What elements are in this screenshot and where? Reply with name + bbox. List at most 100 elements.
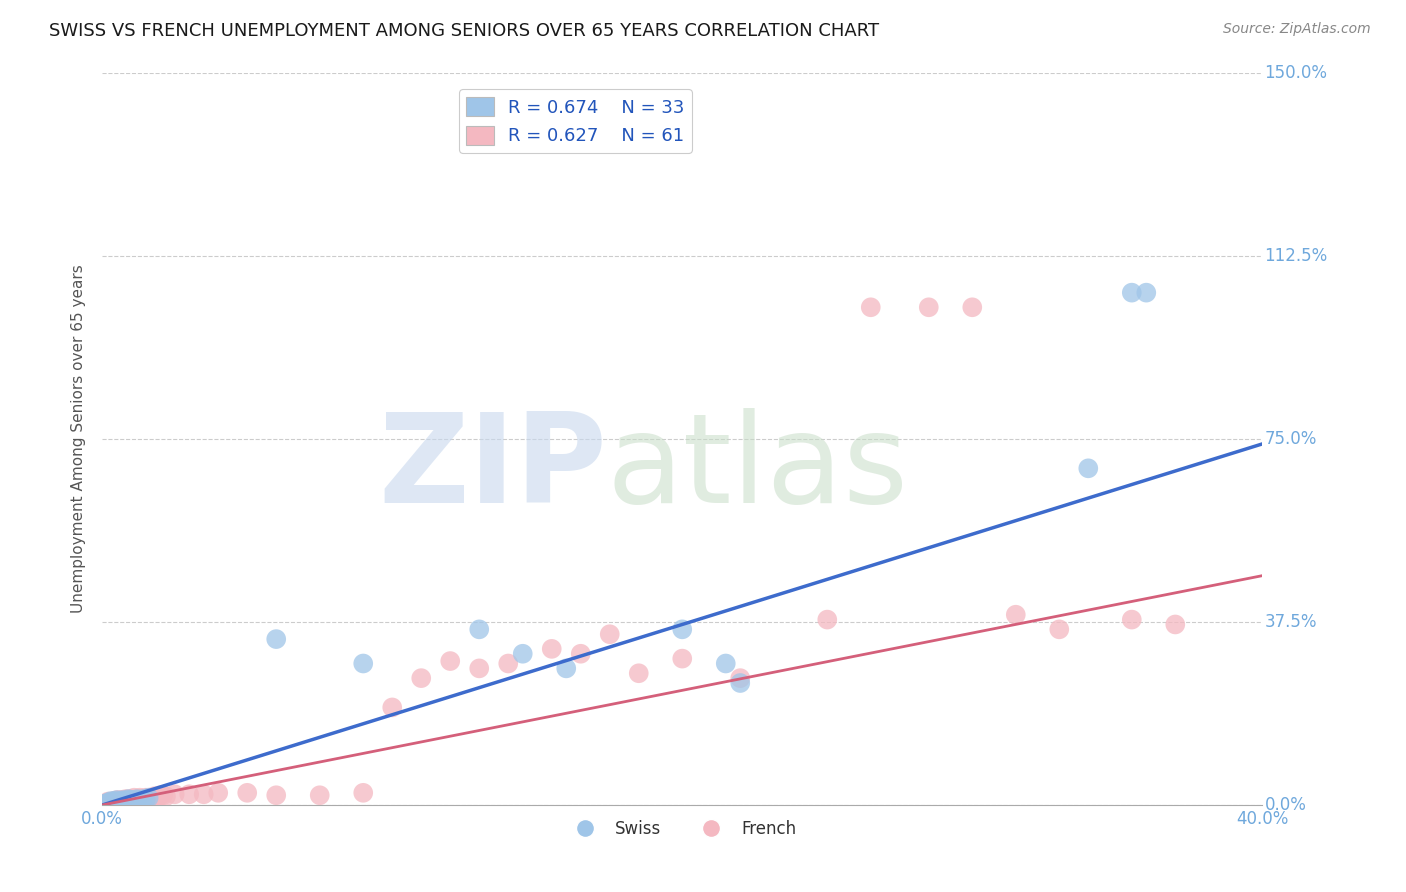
Point — [1047, 623, 1070, 637]
Point — [132, 792, 155, 806]
Text: 0.0%: 0.0% — [1264, 796, 1306, 814]
Point — [815, 613, 838, 627]
Point — [122, 793, 145, 807]
Point — [122, 793, 145, 807]
Point — [97, 796, 120, 810]
Point — [100, 796, 122, 810]
Point — [468, 661, 491, 675]
Point — [117, 793, 139, 807]
Point — [114, 792, 136, 806]
Point — [97, 795, 120, 809]
Point — [627, 666, 650, 681]
Point — [236, 786, 259, 800]
Point — [138, 790, 160, 805]
Point — [439, 654, 461, 668]
Point — [105, 796, 128, 810]
Point — [149, 789, 172, 803]
Point — [496, 657, 519, 671]
Point — [111, 793, 134, 807]
Point — [94, 797, 117, 811]
Point — [730, 676, 752, 690]
Point — [163, 787, 186, 801]
Point — [146, 790, 169, 805]
Point — [468, 623, 491, 637]
Point — [555, 661, 578, 675]
Point — [103, 796, 125, 810]
Point — [141, 792, 163, 806]
Point — [111, 794, 134, 808]
Point — [714, 657, 737, 671]
Point — [512, 647, 534, 661]
Point — [100, 795, 122, 809]
Point — [264, 632, 287, 646]
Text: Source: ZipAtlas.com: Source: ZipAtlas.com — [1223, 22, 1371, 37]
Point — [569, 647, 592, 661]
Point — [111, 793, 134, 807]
Point — [125, 793, 148, 807]
Point — [1121, 285, 1143, 300]
Point — [730, 671, 752, 685]
Point — [352, 786, 374, 800]
Text: atlas: atlas — [607, 408, 908, 529]
Legend: Swiss, French: Swiss, French — [561, 813, 803, 844]
Point — [105, 795, 128, 809]
Point — [108, 793, 131, 807]
Point — [103, 796, 125, 810]
Point — [1077, 461, 1099, 475]
Point — [1121, 613, 1143, 627]
Point — [129, 792, 152, 806]
Point — [132, 792, 155, 806]
Point — [108, 795, 131, 809]
Text: 75.0%: 75.0% — [1264, 430, 1317, 448]
Point — [97, 796, 120, 810]
Point — [105, 795, 128, 809]
Point — [918, 300, 941, 314]
Point — [381, 700, 404, 714]
Point — [1135, 285, 1157, 300]
Point — [117, 794, 139, 808]
Point — [352, 657, 374, 671]
Point — [671, 623, 693, 637]
Point — [120, 793, 142, 807]
Point — [179, 787, 201, 801]
Point — [117, 792, 139, 806]
Point — [103, 794, 125, 808]
Point — [103, 794, 125, 808]
Point — [120, 793, 142, 807]
Point — [114, 794, 136, 808]
Text: 37.5%: 37.5% — [1264, 613, 1317, 631]
Point — [108, 795, 131, 809]
Point — [264, 789, 287, 803]
Point — [100, 794, 122, 808]
Point — [962, 300, 984, 314]
Point — [155, 789, 177, 804]
Point — [411, 671, 433, 685]
Point — [111, 795, 134, 809]
Point — [105, 793, 128, 807]
Point — [138, 790, 160, 805]
Text: ZIP: ZIP — [378, 408, 607, 529]
Point — [1004, 607, 1026, 622]
Text: 112.5%: 112.5% — [1264, 247, 1327, 265]
Point — [193, 787, 215, 801]
Point — [100, 796, 122, 810]
Point — [114, 794, 136, 808]
Y-axis label: Unemployment Among Seniors over 65 years: Unemployment Among Seniors over 65 years — [72, 265, 86, 614]
Point — [105, 793, 128, 807]
Point — [143, 789, 166, 804]
Point — [135, 790, 157, 805]
Point — [859, 300, 882, 314]
Point — [105, 796, 128, 810]
Point — [129, 790, 152, 805]
Point — [117, 792, 139, 806]
Point — [599, 627, 621, 641]
Point — [120, 792, 142, 806]
Point — [207, 786, 229, 800]
Point — [125, 792, 148, 806]
Point — [125, 793, 148, 807]
Text: SWISS VS FRENCH UNEMPLOYMENT AMONG SENIORS OVER 65 YEARS CORRELATION CHART: SWISS VS FRENCH UNEMPLOYMENT AMONG SENIO… — [49, 22, 879, 40]
Point — [135, 792, 157, 806]
Point — [540, 641, 562, 656]
Point — [152, 789, 174, 803]
Point — [671, 651, 693, 665]
